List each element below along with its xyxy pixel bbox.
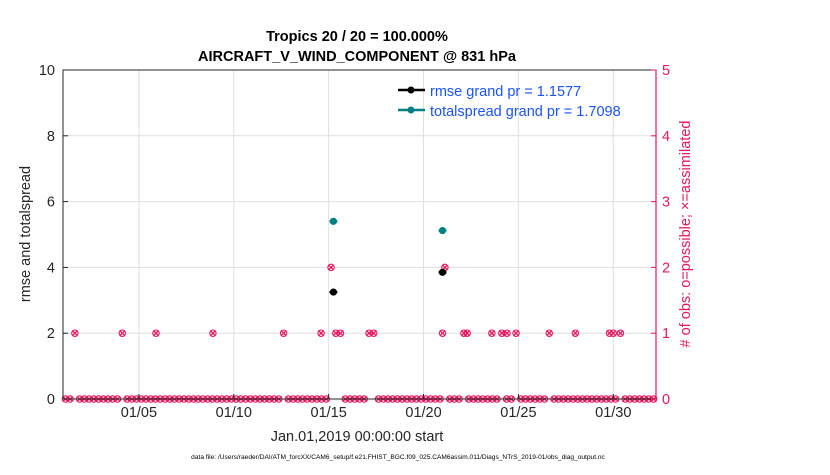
obs-point-possible <box>336 329 345 337</box>
y-tick-label: 0 <box>47 392 55 408</box>
obs-point-assimilated <box>337 330 344 337</box>
obs-point-extra-assimilated <box>488 330 495 337</box>
obs-point-possible <box>616 329 625 337</box>
obs-point-possible <box>545 329 554 337</box>
legend-totalspread-label: totalspread grand pr = 1.7098 <box>430 104 621 120</box>
obs-point-extra-possible <box>488 329 496 337</box>
y2-axis-label: # of obs: o=possible; ×=assimilated <box>678 121 694 348</box>
x-tick-label: 01/25 <box>500 405 536 421</box>
y2-tick-label: 5 <box>662 63 670 79</box>
obs-point-extra-assimilated <box>209 330 216 337</box>
obs-point-extra-assimilated <box>318 330 325 337</box>
x-axis-label: Jan.01,2019 00:00:00 start <box>271 429 444 445</box>
obs-point-assimilated <box>370 330 377 337</box>
x-axis: 01/05 01/10 01/15 01/20 01/25 01/30 <box>121 394 631 421</box>
totalspread-point <box>438 226 447 235</box>
totalspread-point <box>329 217 338 225</box>
obs-point-extra-possible <box>209 329 217 337</box>
chart-subtitle: AIRCRAFT_V_WIND_COMPONENT @ 831 hPa <box>198 49 517 65</box>
y-tick-label: 10 <box>39 63 55 79</box>
x-tick-label: 01/05 <box>121 405 157 421</box>
obs-point-possible <box>327 263 335 272</box>
obs-point-possible <box>369 329 378 337</box>
obs-point-assimilated <box>498 330 505 337</box>
y2-tick-label: 1 <box>662 326 670 342</box>
legend-rmse-label: rmse grand pr = 1.1577 <box>430 84 581 100</box>
y2-tick-label: 4 <box>662 129 670 145</box>
obs-point-assimilated <box>617 330 624 337</box>
obs-point-possible <box>332 329 340 337</box>
y2-tick-label: 0 <box>662 392 670 408</box>
legend-rmse-marker <box>407 86 415 94</box>
y-tick-label: 6 <box>47 195 55 211</box>
obs-point-assimilated <box>71 330 78 337</box>
x-tick-label: 01/30 <box>595 405 631 421</box>
y-axis-left: 0 2 4 6 8 10 <box>39 63 68 408</box>
obs-point-extra-possible <box>463 329 471 337</box>
obs-point-extra-possible <box>152 329 160 337</box>
obs-point-extra-possible <box>503 329 511 337</box>
obs-point-extra-possible <box>571 329 580 337</box>
obs-point-possible <box>118 329 127 337</box>
obs-point-assimilated <box>512 330 520 337</box>
y-tick-label: 4 <box>47 260 55 276</box>
obs-point-possible <box>498 329 506 337</box>
x-tick-label: 01/15 <box>311 405 347 421</box>
obs-point-extra-possible <box>438 329 447 337</box>
obs-point-extra-assimilated <box>503 330 511 337</box>
obs-point-assimilated <box>546 330 553 337</box>
rmse-point <box>329 288 338 296</box>
obs-point-extra-assimilated <box>152 330 160 337</box>
y-axis-right: 0 1 2 3 4 5 <box>651 63 670 408</box>
legend: rmse grand pr = 1.1577 totalspread grand… <box>398 84 621 120</box>
obs-point-possible <box>365 329 373 337</box>
obs-point-extra-assimilated <box>572 330 579 337</box>
obs-point-assimilated <box>327 264 335 271</box>
obs-point-extra-assimilated <box>464 330 471 337</box>
y2-tick-label: 3 <box>662 195 670 211</box>
obs-point-possible <box>279 329 288 337</box>
y-tick-label: 2 <box>47 326 55 342</box>
obs-point-assimilated <box>280 330 287 337</box>
y-axis-label: rmse and totalspread <box>18 166 34 302</box>
obs-point-extra-assimilated <box>610 330 617 337</box>
obs-point-assimilated <box>119 330 126 337</box>
obs-point-extra-possible <box>609 329 618 337</box>
obs-point-possible <box>71 329 79 337</box>
y2-tick-label: 2 <box>662 260 670 276</box>
rmse-point <box>438 268 447 276</box>
chart-title: Tropics 20 / 20 = 100.000% <box>266 29 448 45</box>
obs-point-extra-assimilated <box>439 330 446 337</box>
obs-point-extra-possible <box>317 329 325 337</box>
legend-totalspread-marker <box>407 106 415 114</box>
footer-data-file: data file: /Users/raeder/DAI/ATM_forcXX/… <box>191 454 605 461</box>
x-tick-label: 01/20 <box>405 405 441 421</box>
obs-point-possible <box>512 329 520 337</box>
data-series <box>329 217 447 296</box>
x-tick-label: 01/10 <box>216 405 252 421</box>
y-tick-label: 8 <box>47 129 55 145</box>
